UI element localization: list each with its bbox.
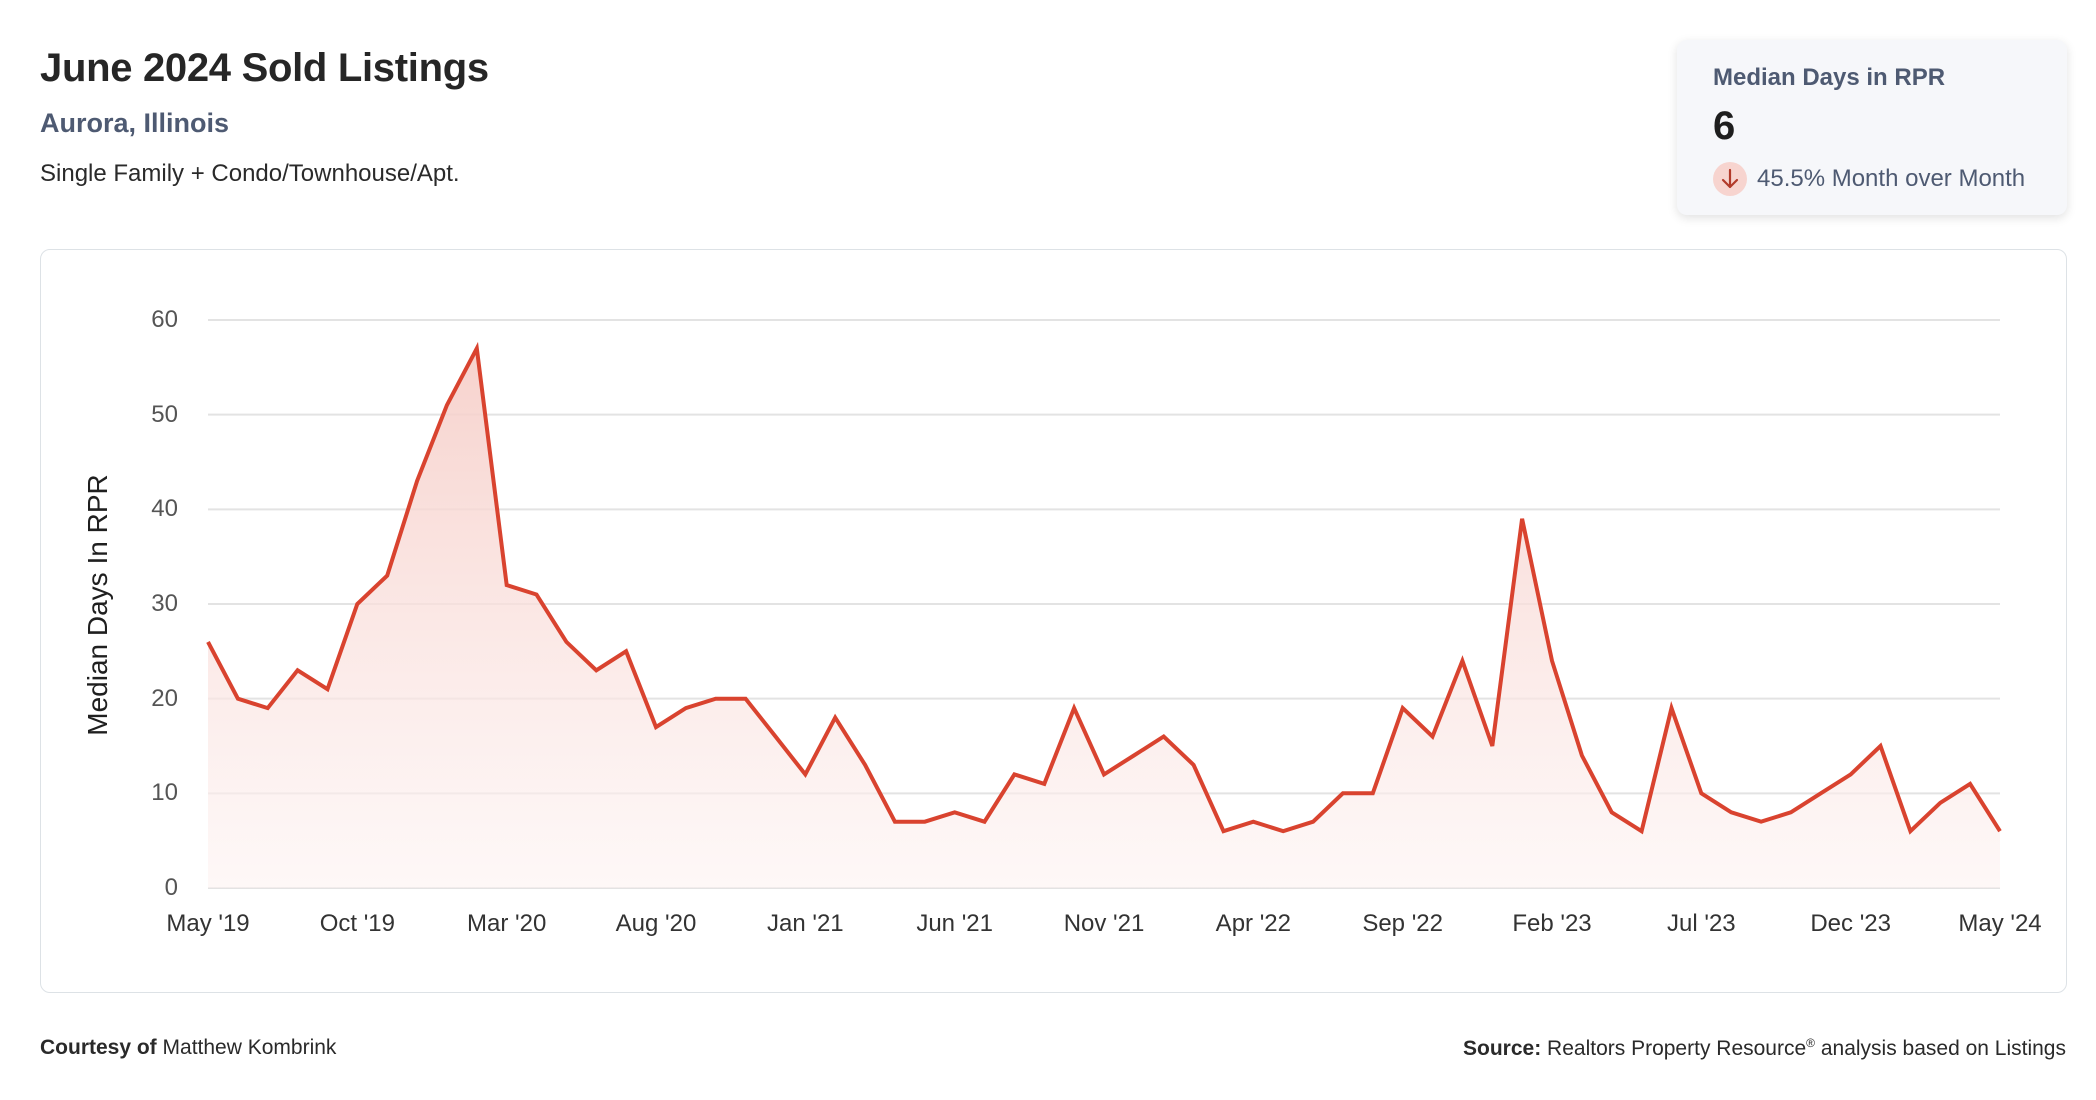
x-tick-label: Mar '20 — [467, 910, 547, 937]
property-type-filter: Single Family + Condo/Townhouse/Apt. — [40, 160, 460, 187]
source-text-tail: analysis based on Listings — [1815, 1037, 2066, 1060]
source-text: Realtors Property Resource — [1547, 1037, 1807, 1060]
x-tick-label: Oct '19 — [319, 910, 395, 937]
data-line — [206, 341, 2002, 835]
y-tick-label: 60 — [151, 306, 178, 333]
y-tick-label: 30 — [151, 590, 178, 617]
y-tick-label: 50 — [151, 400, 178, 428]
courtesy-footer: Courtesy of Matthew Kombrink — [40, 1036, 336, 1060]
x-tick-label: Jan '21 — [767, 910, 844, 937]
x-tick-label: May '24 — [1958, 910, 2042, 937]
registered-mark: ® — [1806, 1036, 1815, 1050]
kpi-card: Median Days in RPR 6 45.5% Month over Mo… — [1677, 40, 2067, 215]
y-tick-label: 40 — [151, 495, 178, 523]
area-fill — [208, 348, 2000, 888]
x-tick-label: Feb '23 — [1512, 910, 1592, 937]
x-tick-label: Nov '21 — [1063, 910, 1145, 937]
x-tick-label: Sep '22 — [1362, 910, 1443, 937]
x-tick-label: Dec '23 — [1810, 910, 1891, 937]
page-title: June 2024 Sold Listings — [40, 46, 489, 90]
x-tick-label: Jun '21 — [916, 910, 993, 937]
y-tick-label: 10 — [151, 779, 178, 807]
x-tick-label: May '19 — [166, 910, 250, 937]
kpi-value: 6 — [1713, 104, 1736, 148]
kpi-label: Median Days in RPR — [1713, 64, 1946, 91]
source-footer: Source: Realtors Property Resource® anal… — [1463, 1036, 2066, 1061]
source-label: Source: — [1463, 1037, 1542, 1060]
y-tick-label: 20 — [151, 684, 178, 712]
kpi-change-text: 45.5% Month over Month — [1757, 165, 2026, 192]
arrow-down-icon — [1713, 162, 1747, 196]
x-tick-label: Apr '22 — [1215, 910, 1291, 937]
x-tick-label: Jul '23 — [1667, 910, 1736, 937]
kpi-change: 45.5% Month over Month — [1713, 162, 2025, 196]
x-tick-label: Aug '20 — [615, 910, 697, 937]
location-subtitle: Aurora, Illinois — [40, 108, 230, 138]
y-tick-label: 0 — [164, 874, 178, 901]
courtesy-label: Courtesy of — [40, 1036, 157, 1059]
courtesy-name: Matthew Kombrink — [162, 1036, 337, 1059]
